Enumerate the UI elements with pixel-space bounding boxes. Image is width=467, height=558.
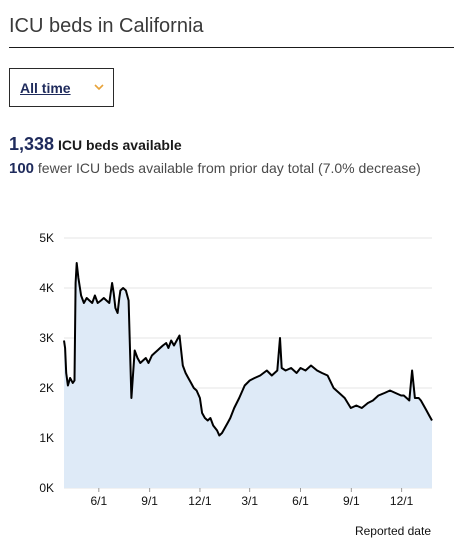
- time-range-select[interactable]: All time: [9, 68, 114, 107]
- y-tick-label: 0K: [39, 481, 54, 495]
- x-tick-label: 9/1: [141, 494, 158, 508]
- icu-beds-change-summary: 100 fewer ICU beds available from prior …: [9, 160, 421, 177]
- icu-beds-available-count: 1,338: [9, 134, 55, 154]
- x-tick-label: 3/1: [241, 494, 258, 508]
- icu-beds-change-count: 100: [9, 160, 35, 177]
- time-range-selected-value[interactable]: All time: [20, 80, 71, 96]
- y-tick-label: 1K: [39, 431, 54, 445]
- x-tick-label: 12/1: [188, 494, 212, 508]
- title-divider: [9, 47, 454, 48]
- y-tick-label: 5K: [39, 231, 54, 245]
- chevron-down-icon[interactable]: [94, 82, 104, 92]
- icu-beds-available-label: ICU beds available: [57, 137, 182, 153]
- icu-beds-headline: 1,338 ICU beds available: [9, 134, 182, 155]
- series-area: [64, 263, 432, 488]
- icu-beds-change-text: fewer ICU beds available from prior day …: [37, 160, 421, 176]
- x-tick-label: 9/1: [343, 494, 360, 508]
- x-tick-label: 6/1: [292, 494, 309, 508]
- series-line: [63, 262, 433, 437]
- page-title: ICU beds in California: [9, 15, 204, 37]
- x-tick-label: 12/1: [390, 494, 414, 508]
- y-tick-label: 3K: [39, 331, 54, 345]
- x-axis-title: Reported date: [355, 524, 431, 538]
- y-tick-label: 2K: [39, 381, 54, 395]
- y-tick-label: 4K: [39, 281, 54, 295]
- x-tick-label: 6/1: [90, 494, 107, 508]
